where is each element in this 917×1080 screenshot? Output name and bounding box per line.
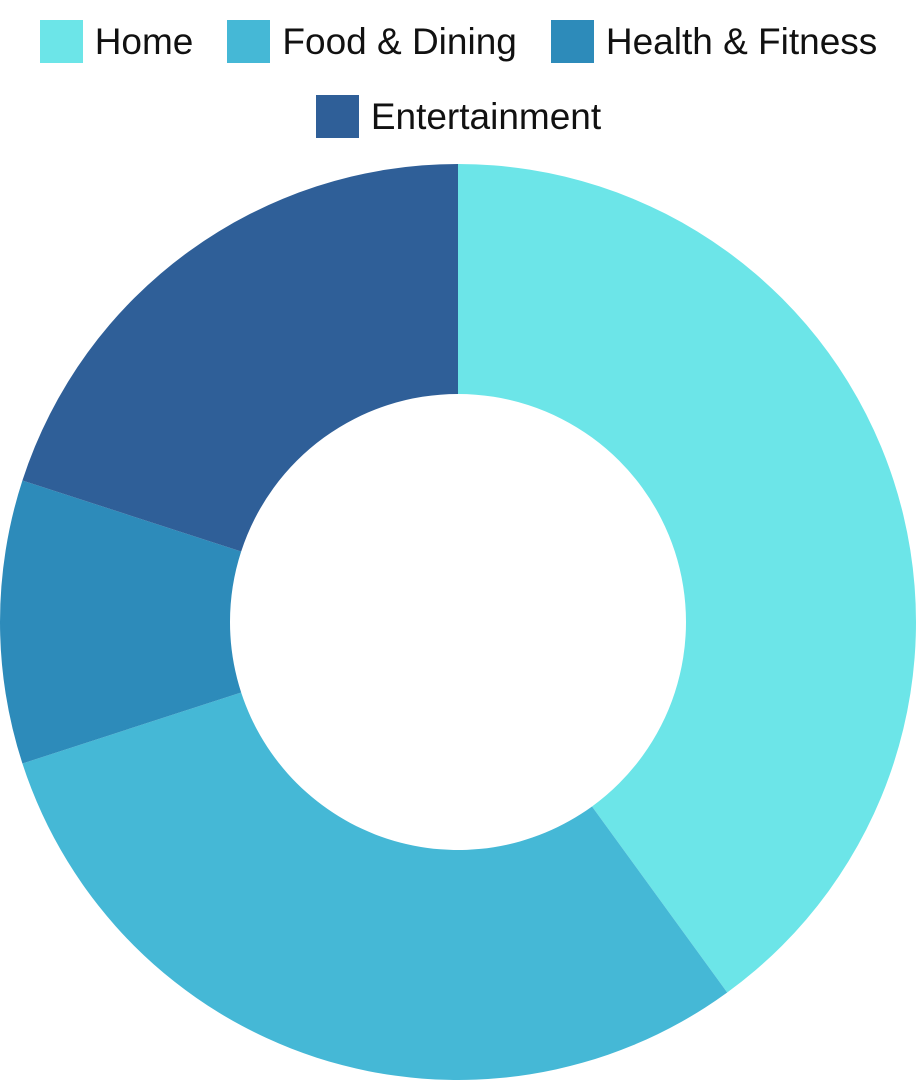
legend-swatch-health-fitness: [550, 20, 594, 63]
legend-item-home: Home: [39, 20, 194, 63]
legend-swatch-entertainment: [315, 95, 359, 138]
donut-slice-health-fitness: [0, 480, 242, 764]
donut-slice-home: [458, 164, 916, 993]
donut-slice-food-dining: [22, 692, 728, 1080]
legend-label-food-dining: Food & Dining: [282, 21, 517, 62]
legend-label-entertainment: Entertainment: [370, 96, 602, 137]
legend-label-health-fitness: Health & Fitness: [605, 21, 878, 62]
legend-swatch-food-dining: [227, 20, 271, 63]
donut-slices: [0, 164, 916, 1080]
legend-item-health-fitness: Health & Fitness: [550, 20, 878, 63]
legend-row-2: Entertainment: [0, 95, 917, 138]
legend-swatch-home: [39, 20, 83, 63]
legend-item-food-dining: Food & Dining: [227, 20, 517, 63]
legend-label-home: Home: [94, 21, 194, 62]
chart-legend: Home Food & Dining Health & Fitness Ente…: [0, 0, 917, 150]
donut-slice-entertainment: [22, 164, 459, 552]
legend-item-entertainment: Entertainment: [315, 95, 602, 138]
legend-row-1: Home Food & Dining Health & Fitness: [0, 20, 917, 63]
